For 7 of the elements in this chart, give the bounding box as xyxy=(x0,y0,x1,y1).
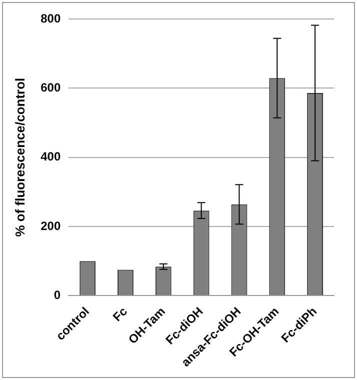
y-tick-label: 800 xyxy=(40,11,61,26)
y-tick-label: 400 xyxy=(40,150,61,164)
y-tick-label: 200 xyxy=(40,218,61,233)
y-axis-title: % of fluorescence/control xyxy=(12,78,28,237)
y-tick-label: 600 xyxy=(40,80,61,94)
y-tick-label: 0 xyxy=(54,288,61,302)
x-tick-label: Fc xyxy=(110,304,130,324)
